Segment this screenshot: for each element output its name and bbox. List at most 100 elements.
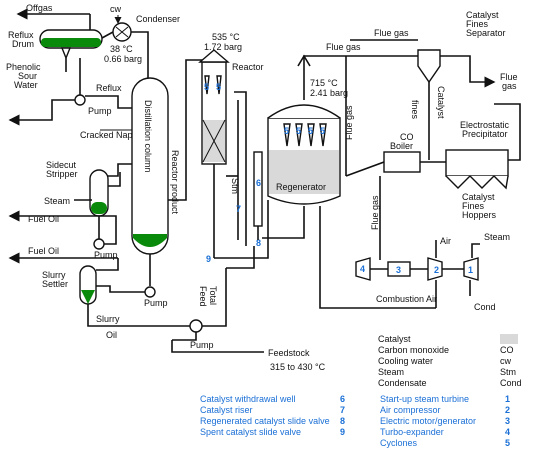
regen-cyclone-1-number: 5 (284, 126, 289, 136)
reflux-label: Reflux (96, 83, 122, 93)
regen-cyclone-4-number: 5 (320, 126, 325, 136)
regen-cyclone-2 (295, 123, 303, 147)
temp-535-label: 535 °C (212, 32, 240, 42)
total-feed-line (202, 268, 227, 327)
legend-abbr: Stm (500, 367, 516, 377)
riser-number: 7 (236, 204, 241, 214)
reflux-line (85, 95, 132, 109)
fuel-oil-1-line (8, 210, 117, 245)
settler-slurry (81, 290, 95, 304)
total-feed-label: TotalFeed (198, 286, 218, 307)
legend-text: Steam (378, 367, 404, 377)
sidecut-pump-label: Pump (94, 250, 118, 260)
regen-cyclone-1 (283, 123, 291, 147)
reactor-top (198, 49, 230, 63)
catalyst-fines-separator-label: Catalyst Fines Separator (466, 10, 506, 38)
slurry-settler-label: Slurry Settler (42, 270, 68, 289)
legend-text: Cooling water (378, 356, 433, 366)
air-compressor-number: 2 (434, 265, 439, 275)
legend-item-text: Air compressor (380, 405, 441, 415)
co-boiler (383, 151, 421, 173)
reactor-cyclone-1 (204, 75, 210, 95)
legend-item-text: Catalyst riser (200, 405, 253, 415)
cracked-naphtha-label: Cracked Naphtha (80, 130, 150, 140)
reflux-drum-label: Reflux Drum (8, 30, 34, 49)
regen-cyclone-4 (319, 123, 327, 147)
reactor-cyclone-2 (216, 75, 222, 95)
bottoms-pump (144, 286, 156, 298)
withdrawal-well-number: 6 (256, 178, 261, 188)
catalyst-label: Catalyst (436, 86, 446, 119)
naphtha-line (8, 99, 75, 126)
regen-cyclone-3-number: 5 (308, 126, 313, 136)
legend-abbr: cw (500, 356, 512, 366)
regen-cyclone-2-number: 5 (296, 126, 301, 136)
sidecut-stripper-label: Sidecut Stripper (46, 160, 78, 179)
reactor-cyclone-1-number: 5 (204, 82, 209, 92)
flue-gas-top-cap (297, 54, 311, 67)
regen-cyclone-3 (307, 123, 315, 147)
legend-item-number: 3 (505, 416, 510, 426)
reactor-cyclone-2-number: 5 (216, 82, 221, 92)
sidecut-pump (93, 238, 105, 250)
reactor-label: Reactor (232, 62, 264, 72)
riser-outer (234, 91, 247, 246)
legend-item-text: Turbo-expander (380, 427, 444, 437)
feed-to-riser (226, 246, 255, 269)
flue-gas-top-label: Flue gas (374, 28, 409, 38)
settler-overflow (96, 258, 119, 271)
catalyst-fines-separator (417, 49, 441, 84)
combustion-air-label: Combustion Air (376, 294, 437, 304)
catalyst-fines-hoppers-label: Catalyst Fines Hoppers (462, 192, 497, 220)
stripper-liquid (91, 202, 107, 214)
feedstock-label: Feedstock (268, 348, 310, 358)
electrostatic-precipitator (445, 149, 509, 177)
regen-catalyst-outlet (262, 206, 305, 239)
combustion-air-line (319, 206, 436, 309)
flue-gas-left-label: Flue gas (326, 42, 361, 52)
esp-out-line (494, 103, 521, 161)
offgas-label: Offgas (26, 3, 53, 13)
legend-catalyst-swatch (500, 334, 518, 344)
legend-item-text: Cyclones (380, 438, 418, 448)
press-241-label: 2.41 barg (310, 88, 348, 98)
flue-to-boiler (345, 161, 385, 177)
bottoms-to-settler (96, 285, 145, 293)
condenser-coil (115, 26, 129, 38)
legend-item-number: 9 (340, 427, 345, 437)
slurry-label: Slurry (96, 314, 120, 324)
turbo-expander-number: 4 (360, 264, 365, 274)
legend-text: Catalyst (378, 334, 411, 344)
legend-text: Carbon monoxide (378, 345, 449, 355)
legend-item-text: Regenerated catalyst slide valve (200, 416, 330, 426)
feed-pump-label: Pump (190, 340, 214, 350)
condenser-label: Condenser (136, 14, 180, 24)
flue-gas-vert2-label: Flue gas (370, 195, 380, 230)
spent-slide-valve-number: 9 (206, 254, 211, 264)
reflux-pump-label: Pump (88, 106, 112, 116)
motor-generator-number: 3 (396, 265, 401, 275)
reflux-drum-liquid (41, 38, 101, 47)
cw-label: cw (110, 4, 122, 14)
flue-gas-out-line (440, 55, 496, 88)
air-label: Air (440, 236, 451, 246)
reactor-product-label: Reactor product (170, 150, 180, 215)
legend-numbered: Start-up steam turbine 1 Air compressor 2 El… (200, 394, 510, 448)
legend-item-number: 1 (505, 394, 510, 404)
feed-pump-suction (172, 332, 197, 341)
slurry-line (87, 304, 190, 327)
co-boiler-label: CO Boiler (390, 132, 414, 151)
legend-item-number: 2 (505, 405, 510, 415)
regen-slide-valve-number: 8 (256, 238, 261, 248)
legend-item-number: 7 (340, 405, 345, 415)
sidecut-draw (108, 163, 132, 177)
legend-item-text: Catalyst withdrawal well (200, 394, 296, 404)
air-compressor (427, 257, 443, 281)
overhead-line (131, 31, 149, 82)
bottoms-pump-label: Pump (144, 298, 168, 308)
regenerator-dome (267, 104, 341, 119)
steam-right-line (471, 243, 480, 258)
withdrawal-well (253, 151, 263, 227)
